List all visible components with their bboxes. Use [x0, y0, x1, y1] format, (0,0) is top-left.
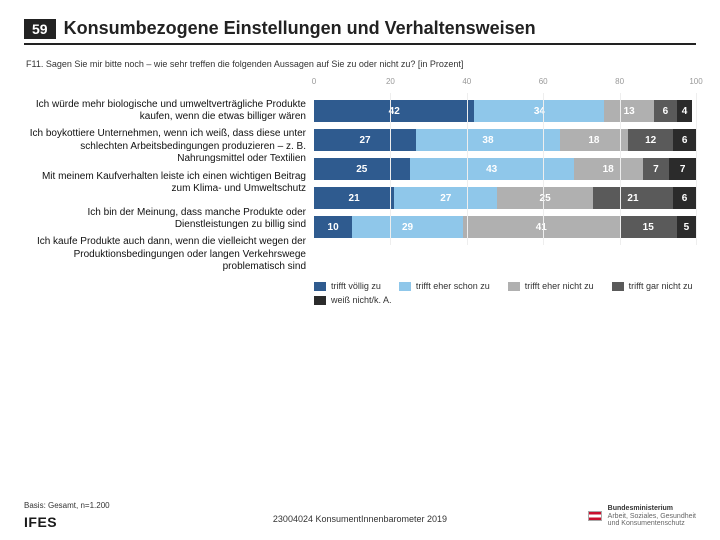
chart-row-labels: Ich würde mehr biologische und umweltver… [24, 77, 314, 273]
ministry-line2: Arbeit, Soziales, Gesundheit [608, 513, 696, 521]
legend-item: trifft völlig zu [314, 281, 381, 291]
chart-row-label: Ich bin der Meinung, dass manche Produkt… [24, 201, 306, 237]
gridline [467, 93, 468, 245]
footer-ministry: Bundesministerium Arbeit, Soziales, Gesu… [588, 505, 696, 528]
chart-row-label: Ich würde mehr biologische und umweltver… [24, 93, 306, 129]
legend-label: trifft eher nicht zu [525, 281, 594, 291]
bar-segment: 21 [314, 187, 394, 209]
bar-segment: 7 [669, 158, 696, 180]
legend-label: trifft völlig zu [331, 281, 381, 291]
row-label-text: Ich boykottiere Unternehmen, wenn ich we… [24, 128, 306, 166]
legend-swatch [314, 296, 326, 305]
footer: Basis: Gesamt, n=1.200 IFES 23004024 Kon… [24, 501, 696, 530]
bar-segment: 25 [314, 158, 410, 180]
slide-page: 59 Konsumbezogene Einstellungen und Verh… [0, 0, 720, 540]
gridline [390, 93, 391, 245]
stacked-bar: 25431877 [314, 158, 696, 180]
legend-item: trifft gar nicht zu [612, 281, 693, 291]
legend-label: weiß nicht/k. A. [331, 295, 392, 305]
chart-row-label: Mit meinem Kaufverhalten leiste ich eine… [24, 165, 306, 201]
x-axis: 020406080100 [314, 77, 696, 93]
legend-label: trifft gar nicht zu [629, 281, 693, 291]
bar-segment: 29 [352, 216, 463, 238]
axis-tick: 80 [615, 77, 624, 86]
bar-segment: 10 [314, 216, 352, 238]
row-label-text: Ich bin der Meinung, dass manche Produkt… [24, 207, 306, 232]
legend-swatch [508, 282, 520, 291]
axis-tick: 20 [386, 77, 395, 86]
page-title: Konsumbezogene Einstellungen und Verhalt… [64, 18, 536, 39]
slide-number-badge: 59 [24, 19, 56, 39]
row-label-text: Mit meinem Kaufverhalten leiste ich eine… [24, 171, 306, 196]
bar-segment: 27 [314, 129, 416, 151]
stacked-bar: 273818126 [314, 129, 696, 151]
title-bar: 59 Konsumbezogene Einstellungen und Verh… [24, 18, 696, 45]
legend-label: trifft eher schon zu [416, 281, 490, 291]
bar-segment: 6 [673, 187, 696, 209]
question-text: F11. Sagen Sie mir bitte noch – wie sehr… [26, 59, 696, 69]
bar-segment: 5 [677, 216, 696, 238]
axis-tick: 40 [462, 77, 471, 86]
bar-segment: 7 [643, 158, 670, 180]
bar-segment: 13 [604, 100, 654, 122]
bar-segment: 18 [574, 158, 643, 180]
bar-segment: 27 [394, 187, 497, 209]
bar-segment: 4 [677, 100, 692, 122]
axis-tick: 100 [689, 77, 702, 86]
bar-segment: 41 [463, 216, 620, 238]
ministry-line3: und Konsumentenschutz [608, 520, 696, 528]
chart-row-label: Ich boykottiere Unternehmen, wenn ich we… [24, 129, 306, 165]
bar-segment: 18 [560, 129, 628, 151]
legend: trifft völlig zu trifft eher schon zu trif… [314, 281, 696, 305]
ministry-line1: Bundesministerium [608, 505, 696, 513]
row-label-text: Ich kaufe Produkte auch dann, wenn die v… [24, 236, 306, 274]
stacked-bar: 102941155 [314, 216, 696, 238]
chart-bars-area: 020406080100 423413642738181262543187721… [314, 77, 696, 245]
legend-item: trifft eher schon zu [399, 281, 490, 291]
chart: Ich würde mehr biologische und umweltver… [24, 77, 696, 273]
chart-row-label: Ich kaufe Produkte auch dann, wenn die v… [24, 237, 306, 273]
gridline [620, 93, 621, 245]
legend-item: trifft eher nicht zu [508, 281, 594, 291]
legend-swatch [612, 282, 624, 291]
row-label-text: Ich würde mehr biologische und umweltver… [24, 99, 306, 124]
legend-swatch [314, 282, 326, 291]
bar-segment: 6 [673, 129, 696, 151]
bar-segment: 42 [314, 100, 474, 122]
legend-item: weiß nicht/k. A. [314, 295, 392, 305]
gridline [696, 93, 697, 245]
legend-swatch [399, 282, 411, 291]
bar-segment: 21 [593, 187, 673, 209]
axis-tick: 60 [539, 77, 548, 86]
bar-segment: 25 [497, 187, 593, 209]
bar-segment: 43 [410, 158, 574, 180]
stacked-bar: 212725216 [314, 187, 696, 209]
bar-segment: 34 [474, 100, 604, 122]
stacked-bar: 42341364 [314, 100, 696, 122]
axis-tick: 0 [312, 77, 316, 86]
gridline [543, 93, 544, 245]
bar-segment: 12 [628, 129, 673, 151]
austria-flag-icon [588, 511, 602, 521]
bar-segment: 15 [620, 216, 677, 238]
bar-segment: 38 [416, 129, 560, 151]
bar-segment: 6 [654, 100, 677, 122]
